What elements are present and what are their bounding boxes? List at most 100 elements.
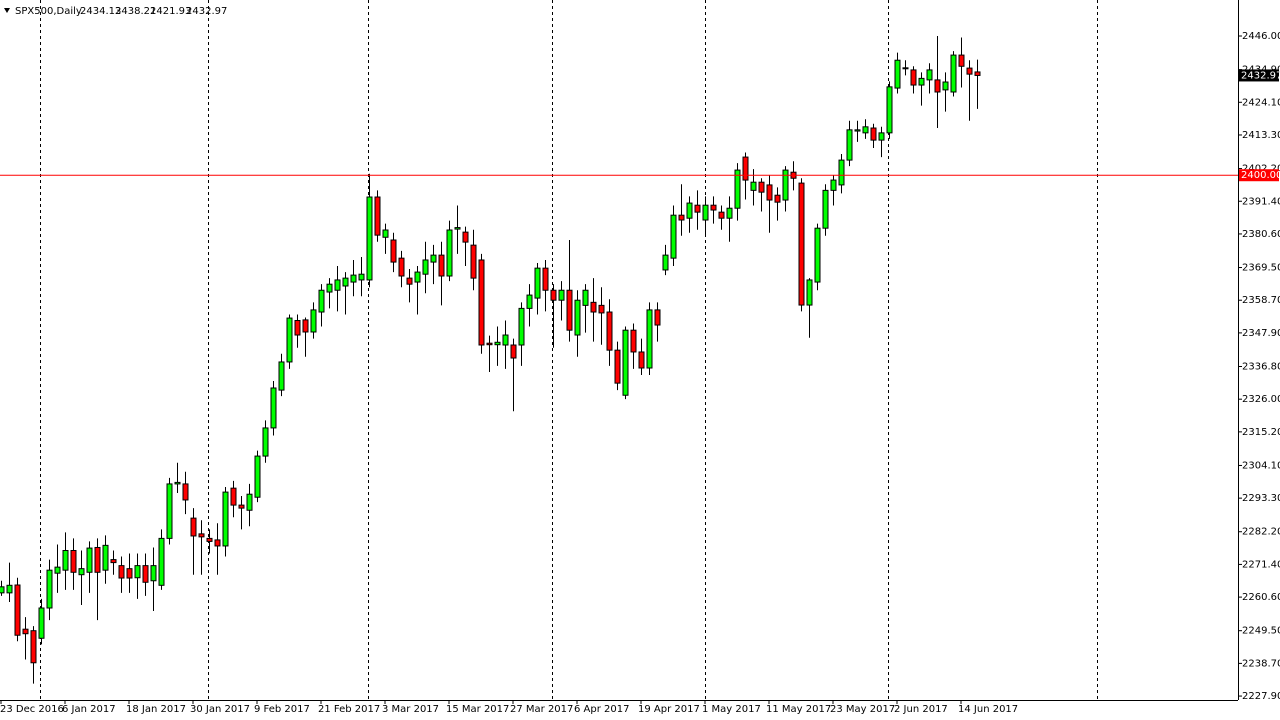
candle-up [518, 307, 525, 346]
candle-up [822, 189, 829, 229]
candle-down [486, 342, 493, 346]
candle-up [174, 481, 181, 485]
candle-up [86, 547, 93, 573]
candle-up [894, 59, 901, 89]
candle-up [558, 289, 565, 301]
y-tick-label: 2380.60 [1242, 229, 1280, 240]
y-tick-label: 2391.40 [1242, 196, 1280, 207]
candle-down [910, 69, 917, 86]
y-tick-label: 2336.80 [1242, 361, 1280, 372]
candle-down [438, 254, 445, 277]
candle-up [734, 169, 741, 209]
candle-up [446, 229, 453, 277]
candle-down [710, 204, 717, 211]
y-tick-label: 2260.60 [1242, 592, 1280, 603]
y-tick-label: 2413.30 [1242, 130, 1280, 141]
candle-down [654, 309, 661, 326]
x-tick-label: 6 Apr 2017 [574, 704, 629, 715]
x-tick-label: 1 May 2017 [702, 704, 761, 715]
candle-up [134, 565, 141, 579]
candle-up [78, 568, 85, 576]
candle-down [190, 517, 197, 537]
candle-up [358, 273, 365, 281]
candle-up [270, 387, 277, 429]
candle-up [814, 227, 821, 283]
candle-up [806, 279, 813, 306]
candle-up [326, 283, 333, 293]
candle-up [942, 81, 949, 91]
x-tick-label: 18 Jan 2017 [126, 704, 186, 715]
x-tick-label: 19 Apr 2017 [638, 704, 700, 715]
candle-up [854, 129, 861, 132]
y-tick-label: 2304.10 [1242, 460, 1280, 471]
y-tick-label: 2402.20 [1242, 164, 1280, 175]
candle-up [62, 549, 69, 571]
candle-down [606, 311, 613, 351]
x-tick-label: 2 Jun 2017 [894, 704, 948, 715]
candle-down [966, 67, 973, 75]
candle-down [974, 71, 981, 76]
candle-down [398, 257, 405, 277]
candle-up [750, 181, 757, 191]
candle-up [918, 77, 925, 86]
candle-up [782, 169, 789, 201]
candle-up [334, 279, 341, 291]
candle-up [158, 537, 165, 586]
candle-up [702, 204, 709, 221]
candle-down [766, 184, 773, 201]
header-open: 2434.13 [80, 6, 121, 17]
candle-down [478, 259, 485, 346]
candle-up [878, 132, 885, 141]
y-tick-label: 2326.00 [1242, 394, 1280, 405]
candle-up [382, 229, 389, 238]
candle-up [222, 491, 229, 547]
candle-up [318, 289, 325, 313]
candle-down [614, 349, 621, 384]
y-tick-label: 2369.50 [1242, 263, 1280, 274]
candle-down [70, 549, 77, 573]
y-tick-label: 2293.30 [1242, 493, 1280, 504]
candle-down [470, 244, 477, 279]
candle-up [526, 294, 533, 309]
y-tick-label: 2282.20 [1242, 527, 1280, 538]
candle-up [574, 299, 581, 336]
candle-up [102, 544, 109, 571]
candle-down [294, 319, 301, 336]
x-tick-label: 15 Mar 2017 [446, 704, 509, 715]
x-tick-label: 23 May 2017 [830, 704, 895, 715]
candle-up [278, 361, 285, 391]
candle-down [390, 239, 397, 263]
x-tick-label: 14 Jun 2017 [958, 704, 1018, 715]
candle-up [502, 334, 509, 346]
candle-down [694, 204, 701, 213]
x-tick-label: 6 Jan 2017 [62, 704, 116, 715]
last-price-label: 2432.97 [1241, 70, 1280, 81]
candle-up [286, 317, 293, 363]
y-tick-label: 2249.50 [1242, 626, 1280, 637]
symbol: SPX500,Daily [15, 6, 82, 17]
candle-down [198, 533, 205, 538]
candle-down [182, 483, 189, 501]
candle-down [598, 304, 605, 314]
candle-up [830, 179, 837, 191]
candle-down [934, 79, 941, 93]
candle-down [630, 329, 637, 353]
x-tick-label: 3 Mar 2017 [382, 704, 439, 715]
candle-down [758, 181, 765, 193]
candle-down [406, 277, 413, 285]
candle-down [638, 351, 645, 369]
y-tick-label: 2358.70 [1242, 295, 1280, 306]
candle-up [54, 566, 61, 574]
x-tick-label: 11 May 2017 [766, 704, 831, 715]
candle-down [118, 565, 125, 579]
candle-up [662, 254, 669, 271]
candle-up [494, 341, 501, 346]
candle-up [686, 202, 693, 219]
header-arrow [4, 8, 10, 13]
candle-down [742, 156, 749, 181]
candle-up [342, 277, 349, 287]
candle-down [798, 182, 805, 306]
candle-up [670, 214, 677, 259]
x-tick-label: 27 Mar 2017 [510, 704, 573, 715]
